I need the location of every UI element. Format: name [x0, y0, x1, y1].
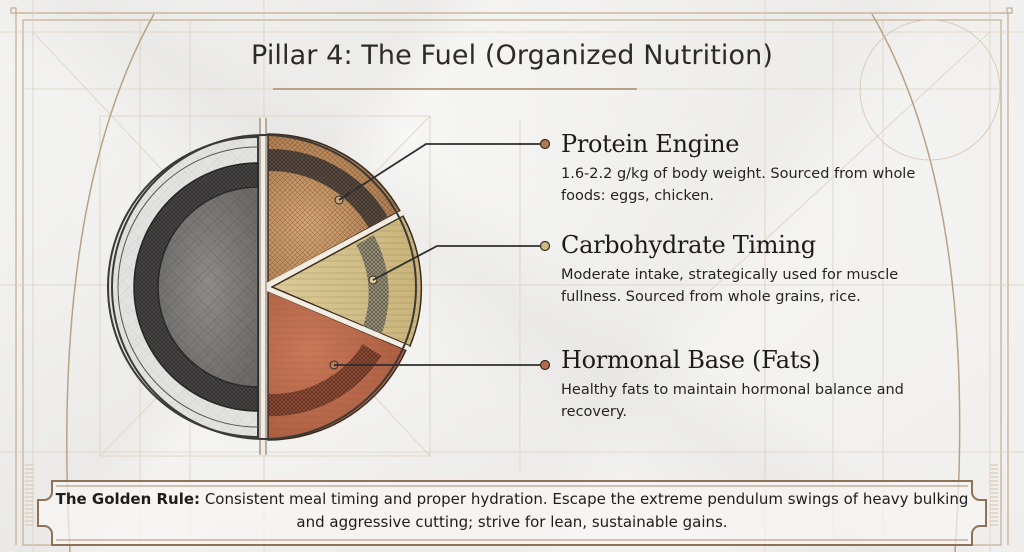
protein-segment: [267, 133, 402, 285]
protein-bullet-icon: [539, 138, 551, 150]
protein-engine-item: Protein Engine 1.6-2.2 g/kg of body weig…: [561, 129, 921, 207]
fats-bullet-icon: [539, 359, 551, 371]
carbohydrate-timing-heading: Carbohydrate Timing: [561, 231, 816, 259]
golden-rule-label: The Golden Rule:: [55, 490, 201, 508]
hormonal-base-description: Healthy fats to maintain hormonal balanc…: [561, 382, 904, 420]
golden-rule-box: The Golden Rule: Consistent meal timing …: [40, 483, 984, 541]
protein-engine-description: 1.6-2.2 g/kg of body weight. Sourced fro…: [561, 166, 916, 204]
carbohydrate-segment: [270, 214, 423, 347]
golden-rule-text: Consistent meal timing and proper hydrat…: [200, 490, 969, 531]
hormonal-base-heading: Hormonal Base (Fats): [561, 346, 821, 374]
golden-rule-frame: [37, 480, 987, 546]
carbohydrate-timing-item: Carbohydrate Timing Moderate intake, str…: [561, 230, 921, 308]
title-underline: [273, 88, 637, 90]
carbohydrate-timing-description: Moderate intake, strategically used for …: [561, 267, 899, 305]
hormonal-base-item: Hormonal Base (Fats) Healthy fats to mai…: [561, 345, 921, 423]
plate-left-half: [107, 135, 259, 439]
page-title: Pillar 4: The Fuel (Organized Nutrition): [251, 40, 773, 71]
carb-bullet-icon: [539, 240, 551, 252]
protein-engine-heading: Protein Engine: [561, 130, 740, 158]
